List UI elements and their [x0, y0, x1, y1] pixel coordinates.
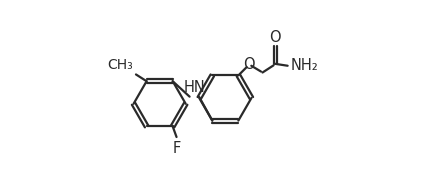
Text: CH₃: CH₃ [107, 58, 133, 72]
Text: HN: HN [183, 80, 206, 95]
Text: O: O [269, 30, 281, 45]
Text: F: F [172, 141, 181, 156]
Text: NH₂: NH₂ [291, 58, 318, 73]
Text: O: O [243, 57, 255, 72]
